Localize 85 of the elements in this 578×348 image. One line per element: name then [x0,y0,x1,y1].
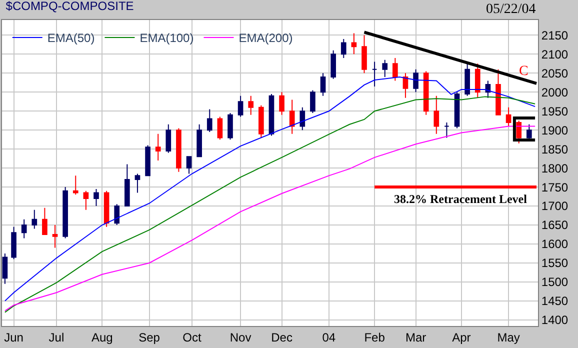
candlestick [351,32,357,55]
x-tick-label: Apr [452,330,471,344]
candlestick [134,173,140,194]
candlestick [516,120,522,144]
candlestick [330,50,336,80]
candlestick [196,124,202,158]
y-tick-label: 2050 [541,66,568,80]
x-tick-label: Feb [364,330,386,344]
y-tick-label: 1850 [541,142,568,156]
candlestick [310,90,316,114]
legend-label: EMA(200) [238,31,293,46]
y-tick-label: 1750 [541,180,568,194]
candlestick [526,124,532,140]
candlestick [434,95,440,134]
candlestick [83,190,89,210]
x-tick-label: Jul [48,330,64,344]
candlestick [217,116,223,140]
candlestick [186,156,192,174]
candlestick [413,68,418,93]
candlestick [228,112,233,140]
candlestick [238,95,244,118]
candlestick [362,34,367,74]
text: 05/22/04 [486,2,536,17]
candlestick [124,164,130,207]
x-tick-label: Oct [182,330,202,344]
candlestick [402,72,408,98]
candlestick [496,68,501,116]
candlestick [166,124,172,154]
candlestick [104,190,110,228]
y-tick-label: 1650 [541,218,568,232]
candlestick [42,207,48,235]
candlestick [506,106,512,127]
x-tick-label: Aug [91,330,113,344]
annotation: C [519,64,528,79]
x-tick-label: May [497,330,520,344]
candlestick [11,226,16,260]
candlestick [32,209,38,230]
candlestick [268,94,274,136]
x-tick-label: 04 [322,330,336,344]
legend-label: EMA(100) [140,31,194,46]
y-tick-label: 2100 [541,47,568,62]
candlestick [155,133,161,161]
candlestick [372,61,378,87]
candlestick [206,108,212,132]
x-tick-label: Sep [138,330,160,344]
x-tick-label: Dec [271,330,292,344]
candlestick [21,218,27,239]
candlestick [300,106,306,131]
candlestick [62,186,68,239]
candlestick [176,128,182,172]
candlestick [474,63,480,98]
candlestick [2,252,8,284]
candlestick [94,188,99,207]
candlestick [320,72,326,96]
y-tick-label: 1500 [541,275,568,290]
y-tick-label: 2000 [541,85,568,100]
y-tick-label: 1450 [541,294,568,308]
candlestick [279,92,284,116]
y-tick-label: 1600 [541,237,568,252]
y-tick-label: 1900 [541,123,568,138]
y-tick-label: 1800 [541,161,568,176]
y-tick-label: 1550 [541,256,568,270]
candlestick [392,57,398,82]
y-tick-label: 1950 [541,104,568,118]
annotation: 38.2% Retracement Level [394,192,528,206]
candlestick [423,70,429,116]
x-tick-label: Nov [230,330,252,344]
candlestick [72,175,78,196]
candlestick [114,204,120,226]
y-tick-label: 1700 [541,199,568,214]
candlestick [454,92,460,129]
x-tick-label: Jun [4,330,24,344]
candlestick [382,59,388,78]
candlestick [444,122,450,138]
candlestick [52,224,58,248]
legend-label: EMA(50) [47,31,95,46]
candlestick [248,95,254,116]
candlestick [289,99,295,134]
candlestick [145,144,150,176]
candlestick [340,38,346,58]
x-tick-label: Mar [405,330,426,344]
y-tick-label: 2150 [541,28,568,42]
y-tick-label: 1400 [541,313,568,328]
chart-title: $COMPQ-COMPOSITE [6,0,134,14]
candlestick [258,104,264,138]
